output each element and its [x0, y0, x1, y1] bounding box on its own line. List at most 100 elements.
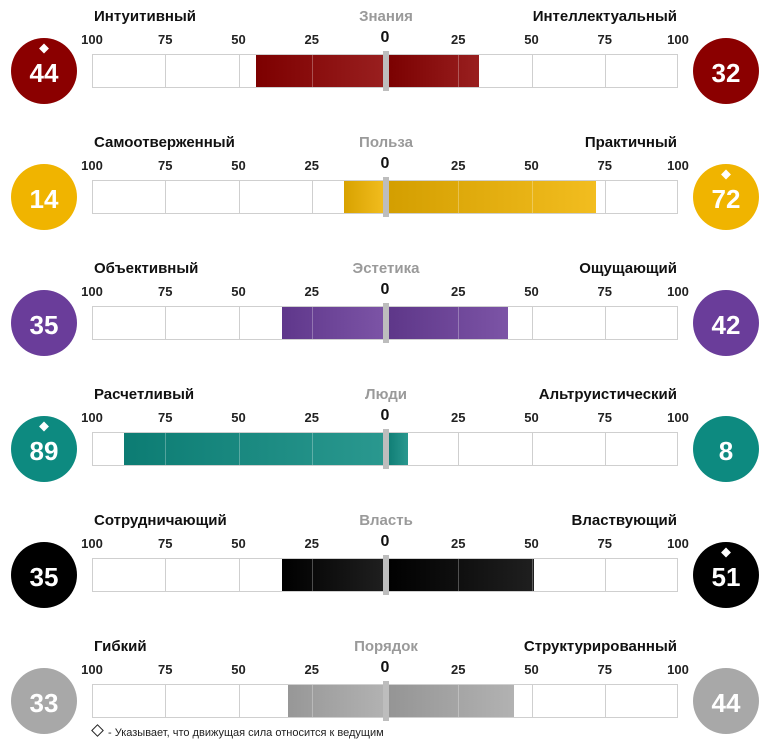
left-score-value: 89 [29, 435, 59, 466]
left-score-badge: 33 [11, 668, 77, 734]
bar-gridline [531, 559, 533, 591]
gridline [238, 54, 240, 88]
left-score-value: 44 [29, 57, 59, 88]
value-bar [256, 55, 479, 87]
diamond-icon [721, 547, 731, 558]
series-name: Власть [359, 512, 413, 529]
tick-label: 75 [158, 158, 173, 173]
gridline [165, 180, 167, 214]
tick-label: 100 [667, 284, 689, 299]
tick-label: 25 [304, 536, 319, 551]
right-label: Альтруистический [538, 386, 677, 403]
right-score-value: 8 [718, 435, 734, 466]
bar-gridline [311, 55, 313, 87]
tick-label: 25 [304, 32, 319, 47]
zero-line [383, 303, 389, 343]
tick-label: 50 [524, 32, 539, 47]
left-score-badge: 35 [11, 542, 77, 608]
value-bar [282, 559, 535, 591]
gridline [604, 558, 606, 592]
left-score-value: 33 [29, 687, 59, 718]
tick-label: 50 [231, 32, 246, 47]
gridline [238, 684, 240, 718]
right-score-badge: 44 [693, 668, 759, 734]
tick-label: 25 [451, 536, 466, 551]
tick-label: 50 [524, 284, 539, 299]
tick-label: 25 [451, 662, 466, 677]
series-name: Польза [359, 134, 413, 151]
tick-label: 25 [451, 284, 466, 299]
left-score-value: 14 [29, 183, 59, 214]
bar-gridline [311, 307, 313, 339]
bar-gridline [238, 433, 240, 465]
gridline [311, 180, 313, 214]
gridline [458, 432, 460, 466]
tick-label: 0 [380, 155, 390, 172]
tick-label: 0 [380, 281, 390, 298]
zero-line [383, 51, 389, 91]
left-label: Объективный [94, 260, 199, 277]
tick-label: 25 [451, 410, 466, 425]
chart-row-utility: Самоотверженный Польза Практичный 100 75 50 25… [0, 126, 779, 252]
tick-label: 0 [380, 533, 390, 550]
series-name: Люди [365, 386, 407, 403]
left-score-badge: 35 [11, 290, 77, 356]
tick-label: 0 [380, 29, 390, 46]
tick-label: 25 [451, 32, 466, 47]
right-score-badge: 42 [693, 290, 759, 356]
bar-gridline [311, 559, 313, 591]
chart-row-power: Сотрудничающий Власть Властвующий 100 75 50 25… [0, 504, 779, 630]
tick-label: 50 [231, 158, 246, 173]
bar-gridline [458, 559, 460, 591]
chart-row-people: Расчетливый Люди Альтруистический 100 75 50 25… [0, 378, 779, 504]
tick-label: 25 [304, 158, 319, 173]
series-name: Знания [359, 8, 413, 25]
zero-line [383, 681, 389, 721]
gridline [238, 558, 240, 592]
right-label: Практичный [584, 134, 677, 151]
right-score-value: 32 [711, 57, 741, 88]
chart-row-knowledge: Интуитивный Знания Интеллектуальный 100 75 50… [0, 0, 779, 126]
left-score-value: 35 [29, 309, 59, 340]
tick-label: 50 [231, 536, 246, 551]
diamond-icon [39, 421, 49, 432]
tick-label: 50 [231, 284, 246, 299]
bar-gridline [458, 181, 460, 213]
left-label: Сотрудничающий [94, 512, 227, 529]
zero-line [383, 429, 389, 469]
tick-label: 100 [667, 536, 689, 551]
left-label: Самоотверженный [94, 134, 235, 151]
gridline [531, 432, 533, 466]
right-score-value: 44 [711, 687, 741, 718]
gridline [165, 558, 167, 592]
left-label: Гибкий [94, 638, 147, 655]
left-label: Расчетливый [94, 386, 195, 403]
tick-label: 75 [158, 32, 173, 47]
gridline [238, 306, 240, 340]
gridline [165, 54, 167, 88]
tick-label: 25 [304, 662, 319, 677]
diamond-icon [91, 724, 104, 737]
bar-gridline [531, 181, 533, 213]
tick-label: 100 [81, 284, 103, 299]
tick-label: 100 [81, 410, 103, 425]
tick-label: 50 [524, 536, 539, 551]
tick-label: 100 [81, 158, 103, 173]
right-score-badge: 72 [693, 164, 759, 230]
chart-row-aesthetics: Объективный Эстетика Ощущающий 100 75 50 25 0 25… [0, 252, 779, 378]
value-bar [124, 433, 409, 465]
tick-label: 50 [231, 410, 246, 425]
legend: - Указывает, что движущая сила относится… [91, 724, 384, 739]
tick-label: 0 [380, 659, 390, 676]
tick-label: 75 [597, 32, 612, 47]
tick-label: 75 [158, 536, 173, 551]
zero-line [383, 555, 389, 595]
gridline [531, 54, 533, 88]
gridline [604, 432, 606, 466]
right-label: Властвующий [571, 512, 678, 529]
value-bar [282, 307, 509, 339]
gridline [531, 306, 533, 340]
bar-gridline [165, 433, 167, 465]
tick-label: 100 [667, 410, 689, 425]
tick-label: 0 [380, 407, 390, 424]
